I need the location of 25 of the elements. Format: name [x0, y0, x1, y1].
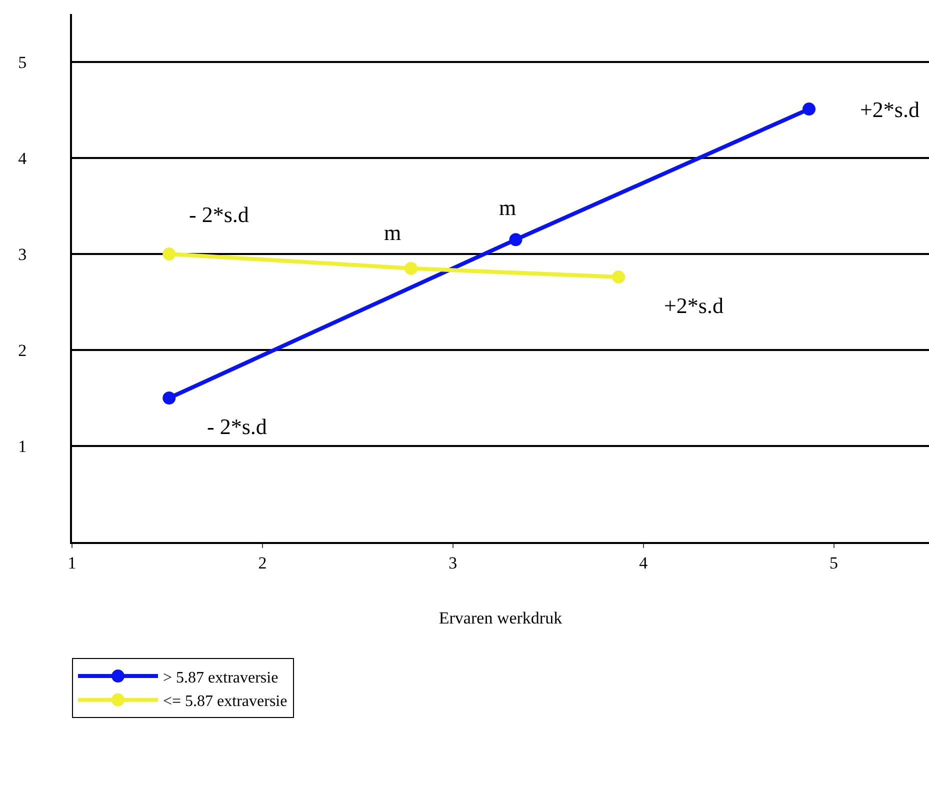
y-tick-label: 5 [18, 52, 27, 72]
y-tick-label: 2 [18, 340, 27, 360]
y-tick-label: 1 [18, 436, 27, 456]
annotation: - 2*s.d [189, 202, 249, 227]
point [509, 233, 522, 246]
x-tick-label: 5 [830, 553, 838, 572]
annotation: - 2*s.d [207, 414, 267, 439]
legend-label: > 5.87 extraversie [163, 669, 278, 686]
x-tick-label: 3 [448, 553, 458, 572]
x-axis-title: Ervaren werkdruk [438, 608, 563, 628]
annotation: m [499, 195, 516, 220]
point [802, 102, 816, 116]
x-tick-label: 2 [258, 553, 267, 572]
annotation: m [384, 220, 402, 245]
y-tick-label: 3 [18, 244, 27, 264]
y-tick-label: 4 [18, 148, 28, 168]
annotation: +2*s.d [664, 293, 724, 318]
annotation: +2*s.d [860, 97, 920, 122]
x-tick-label: 1 [68, 553, 76, 572]
point [162, 248, 176, 260]
point [612, 270, 626, 284]
x-tick-label: 4 [639, 553, 648, 572]
point [404, 262, 418, 275]
legend-label: <= 5.87 extraversie [163, 693, 288, 710]
point [162, 392, 176, 404]
